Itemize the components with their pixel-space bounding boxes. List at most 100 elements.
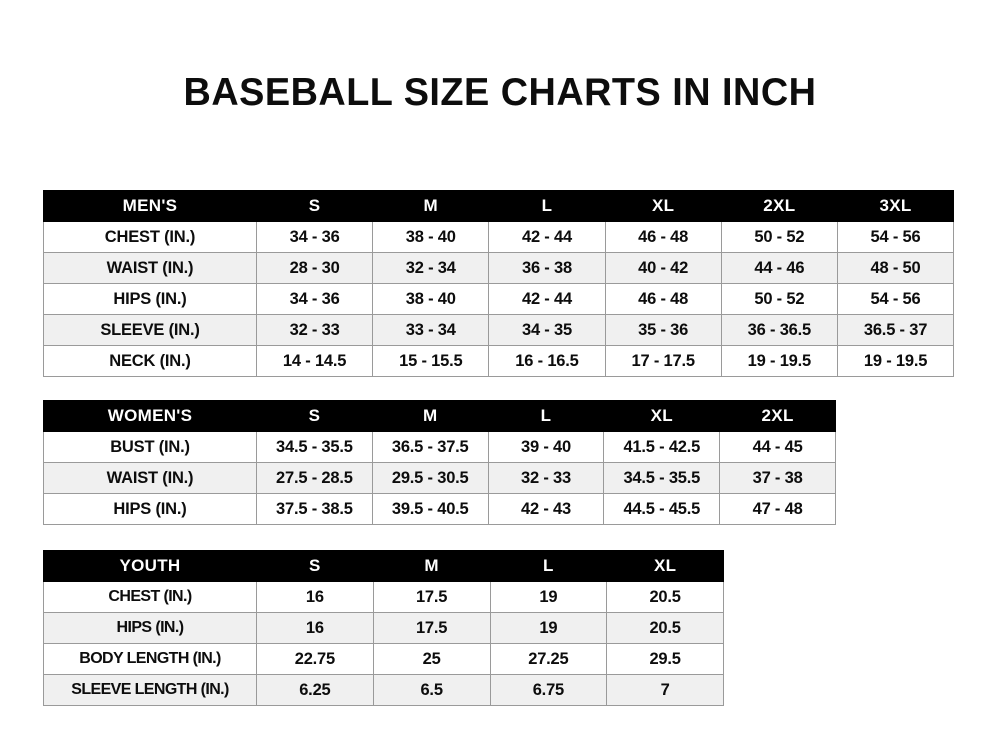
cell-value: 42 - 44 — [488, 283, 606, 315]
cell-value: 7 — [606, 674, 724, 706]
row-label: CHEST (IN.) — [43, 221, 257, 253]
cell-value: 39.5 - 40.5 — [371, 493, 489, 525]
row-label: CHEST (IN.) — [43, 581, 257, 613]
cell-value: 22.75 — [256, 643, 374, 675]
mens-size-chart-block: MEN'S S M L XL 2XL 3XL CHEST (IN.) 34 - … — [43, 190, 955, 377]
cell-value: 16 — [256, 581, 374, 613]
cell-value: 54 - 56 — [836, 283, 955, 315]
row-label: HIPS (IN.) — [43, 493, 257, 525]
cell-value: 6.25 — [256, 674, 374, 706]
cell-value: 17.5 — [372, 612, 491, 644]
cell-value: 42 - 43 — [487, 493, 605, 525]
cell-value: 36.5 - 37 — [836, 314, 955, 346]
youth-size-chart-block: YOUTH S M L XL CHEST (IN.) 16 17.5 19 20… — [43, 550, 724, 706]
cell-value: 38 - 40 — [372, 221, 490, 253]
table-row: NECK (IN.) 14 - 14.5 15 - 15.5 16 - 16.5… — [43, 345, 955, 377]
cell-value: 27.25 — [489, 643, 608, 675]
cell-value: 32 - 33 — [487, 462, 605, 494]
row-label: HIPS (IN.) — [43, 612, 257, 644]
womens-header-s: S — [256, 400, 373, 432]
youth-header-category: YOUTH — [43, 550, 257, 582]
cell-value: 19 - 19.5 — [836, 345, 955, 377]
cell-value: 34.5 - 35.5 — [256, 431, 373, 463]
cell-value: 34 - 35 — [488, 314, 606, 346]
mens-header-2xl: 2XL — [720, 190, 838, 222]
cell-value: 6.5 — [372, 674, 491, 706]
womens-header-category: WOMEN'S — [43, 400, 257, 432]
row-label: SLEEVE (IN.) — [43, 314, 257, 346]
cell-value: 54 - 56 — [836, 221, 955, 253]
cell-value: 39 - 40 — [487, 431, 605, 463]
womens-header-l: L — [487, 400, 605, 432]
womens-size-chart-block: WOMEN'S S M L XL 2XL BUST (IN.) 34.5 - 3… — [43, 400, 836, 525]
cell-value: 34.5 - 35.5 — [603, 462, 721, 494]
cell-value: 27.5 - 28.5 — [256, 462, 373, 494]
cell-value: 19 — [489, 581, 608, 613]
youth-size-table: YOUTH S M L XL CHEST (IN.) 16 17.5 19 20… — [43, 550, 724, 706]
womens-header-xl: XL — [603, 400, 721, 432]
mens-header-category: MEN'S — [43, 190, 257, 222]
table-row: SLEEVE LENGTH (IN.) 6.25 6.5 6.75 7 — [43, 674, 724, 706]
youth-header-xl: XL — [606, 550, 724, 582]
cell-value: 35 - 36 — [604, 314, 722, 346]
cell-value: 29.5 — [606, 643, 724, 675]
cell-value: 36 - 36.5 — [720, 314, 838, 346]
cell-value: 19 - 19.5 — [720, 345, 838, 377]
row-label: WAIST (IN.) — [43, 252, 257, 284]
youth-header-l: L — [489, 550, 608, 582]
cell-value: 34 - 36 — [255, 283, 374, 315]
womens-header-2xl: 2XL — [719, 400, 836, 432]
womens-table-header: WOMEN'S S M L XL 2XL — [43, 400, 836, 432]
cell-value: 16 — [256, 612, 374, 644]
mens-header-l: L — [488, 190, 606, 222]
cell-value: 46 - 48 — [604, 283, 722, 315]
table-row: SLEEVE (IN.) 32 - 33 33 - 34 34 - 35 35 … — [43, 314, 955, 346]
table-row: HIPS (IN.) 37.5 - 38.5 39.5 - 40.5 42 - … — [43, 493, 836, 525]
table-row: WAIST (IN.) 27.5 - 28.5 29.5 - 30.5 32 -… — [43, 462, 836, 494]
cell-value: 50 - 52 — [720, 221, 838, 253]
cell-value: 44 - 45 — [719, 431, 836, 463]
table-row: HIPS (IN.) 16 17.5 19 20.5 — [43, 612, 724, 644]
cell-value: 20.5 — [606, 581, 724, 613]
row-label: WAIST (IN.) — [43, 462, 257, 494]
youth-table-header: YOUTH S M L XL — [43, 550, 724, 582]
cell-value: 42 - 44 — [488, 221, 606, 253]
row-label: HIPS (IN.) — [43, 283, 257, 315]
womens-header-m: M — [371, 400, 489, 432]
cell-value: 6.75 — [489, 674, 608, 706]
mens-size-table: MEN'S S M L XL 2XL 3XL CHEST (IN.) 34 - … — [43, 190, 955, 377]
table-row: HIPS (IN.) 34 - 36 38 - 40 42 - 44 46 - … — [43, 283, 955, 315]
row-label: BUST (IN.) — [43, 431, 257, 463]
table-header-row: WOMEN'S S M L XL 2XL — [43, 400, 836, 432]
cell-value: 44.5 - 45.5 — [603, 493, 721, 525]
mens-header-s: S — [255, 190, 374, 222]
mens-header-m: M — [372, 190, 490, 222]
cell-value: 32 - 33 — [255, 314, 374, 346]
cell-value: 14 - 14.5 — [255, 345, 374, 377]
cell-value: 47 - 48 — [719, 493, 836, 525]
row-label: BODY LENGTH (IN.) — [43, 643, 257, 675]
cell-value: 50 - 52 — [720, 283, 838, 315]
page-title: BASEBALL SIZE CHARTS IN INCH — [183, 71, 817, 114]
womens-size-table: WOMEN'S S M L XL 2XL BUST (IN.) 34.5 - 3… — [43, 400, 836, 525]
cell-value: 28 - 30 — [255, 252, 374, 284]
cell-value: 36.5 - 37.5 — [371, 431, 489, 463]
cell-value: 40 - 42 — [604, 252, 722, 284]
table-header-row: YOUTH S M L XL — [43, 550, 724, 582]
cell-value: 33 - 34 — [372, 314, 490, 346]
youth-table-body: CHEST (IN.) 16 17.5 19 20.5 HIPS (IN.) 1… — [43, 581, 724, 706]
cell-value: 41.5 - 42.5 — [603, 431, 721, 463]
cell-value: 34 - 36 — [255, 221, 374, 253]
cell-value: 37 - 38 — [719, 462, 836, 494]
cell-value: 29.5 - 30.5 — [371, 462, 489, 494]
cell-value: 46 - 48 — [604, 221, 722, 253]
cell-value: 17.5 — [372, 581, 491, 613]
table-row: CHEST (IN.) 34 - 36 38 - 40 42 - 44 46 -… — [43, 221, 955, 253]
cell-value: 25 — [372, 643, 491, 675]
cell-value: 48 - 50 — [836, 252, 955, 284]
cell-value: 44 - 46 — [720, 252, 838, 284]
table-header-row: MEN'S S M L XL 2XL 3XL — [43, 190, 955, 222]
mens-table-header: MEN'S S M L XL 2XL 3XL — [43, 190, 955, 222]
mens-table-body: CHEST (IN.) 34 - 36 38 - 40 42 - 44 46 -… — [43, 221, 955, 377]
cell-value: 17 - 17.5 — [604, 345, 722, 377]
